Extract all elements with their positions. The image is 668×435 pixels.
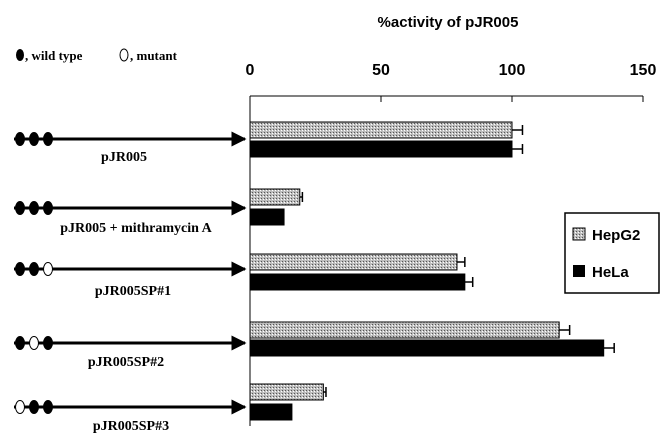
wild-type-site-icon (43, 400, 53, 414)
site-key: , wild type , mutant (16, 48, 178, 63)
x-tick-label-0: 0 (246, 62, 255, 79)
legend-label-hepg2: HepG2 (592, 227, 640, 244)
wild-type-site-icon (29, 132, 39, 146)
bar-hela-pjr005sp-1 (249, 273, 466, 291)
bar-hepg2-pjr005 (249, 121, 513, 139)
legend: HepG2 HeLa (564, 212, 660, 294)
wild-type-site-icon (15, 132, 25, 146)
construct-label-pjr005sp-1: pJR005SP#1 (95, 284, 171, 299)
legend-swatch-hela (573, 265, 585, 277)
bar-hela-pjr005-mithramycin-a (249, 208, 285, 226)
wild-type-site-icon (15, 336, 25, 350)
wild-type-site-icon (15, 201, 25, 215)
wild-type-site-icon (43, 336, 53, 350)
bar-hela-pjr005sp-3 (249, 403, 293, 421)
construct-label-pjr005: pJR005 (101, 150, 147, 165)
construct-diagrams: pJR005 pJR005 + mithramycin A pJR005SP#1 pJ… (14, 131, 247, 434)
chart-title: %activity of pJR005 (378, 14, 519, 31)
x-axis-ticks: 0 50 100 150 (246, 62, 657, 102)
mutant-site-icon (43, 262, 53, 276)
mutant-site-icon (29, 336, 39, 350)
mutant-site-icon (15, 400, 25, 414)
legend-swatch-hepg2 (572, 227, 586, 241)
bar-hela-pjr005 (249, 140, 513, 158)
bar-hepg2-pjr005sp-3 (249, 383, 324, 401)
construct-label-pjr005-mithramycin-a: pJR005 + mithramycin A (60, 221, 212, 236)
wild-type-site-icon (29, 201, 39, 215)
wild-type-site-icon (29, 400, 39, 414)
x-tick-label-50: 50 (372, 62, 390, 79)
mutant-key-label: , mutant (130, 48, 178, 63)
x-tick-label-150: 150 (630, 62, 657, 79)
legend-box (564, 212, 660, 294)
bar-hela-pjr005sp-2 (249, 339, 605, 357)
construct-label-pjr005sp-3: pJR005SP#3 (93, 419, 169, 434)
bar-marks (249, 121, 615, 421)
wild-type-key-icon (16, 49, 24, 61)
mutant-key-icon (119, 48, 129, 62)
bar-hepg2-pjr005sp-2 (249, 321, 560, 339)
wild-type-site-icon (15, 262, 25, 276)
bar-hepg2-pjr005-mithramycin-a (249, 188, 301, 206)
legend-label-hela: HeLa (592, 264, 629, 281)
bar-hepg2-pjr005sp-1 (249, 253, 458, 271)
wild-type-site-icon (29, 262, 39, 276)
construct-label-pjr005sp-2: pJR005SP#2 (88, 355, 164, 370)
wild-type-key-label: , wild type (25, 48, 83, 63)
wild-type-site-icon (43, 201, 53, 215)
wild-type-site-icon (43, 132, 53, 146)
x-tick-label-100: 100 (499, 62, 526, 79)
